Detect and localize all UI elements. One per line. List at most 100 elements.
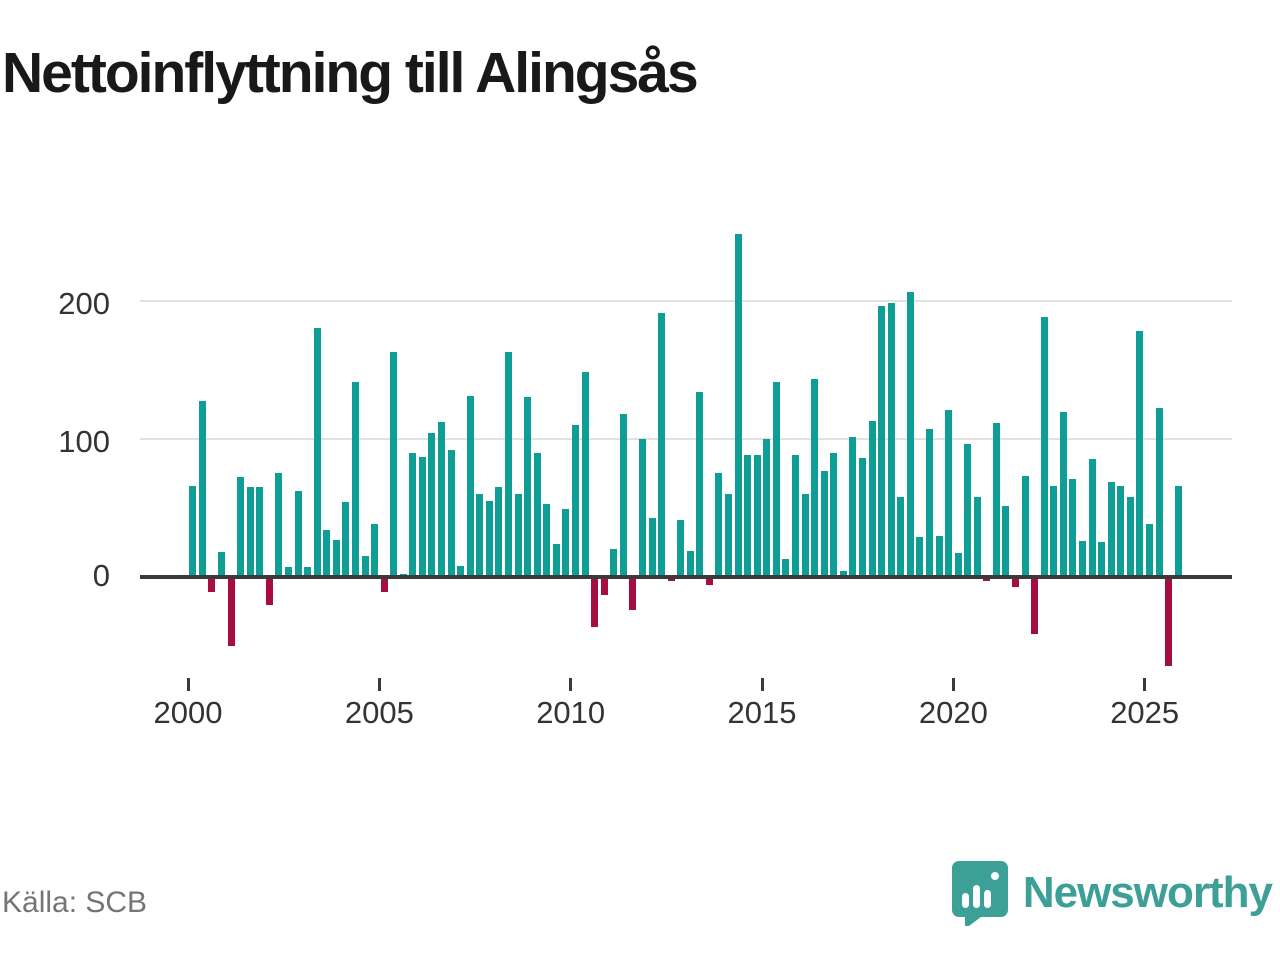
bar-positive [916, 536, 924, 577]
bar-negative [265, 577, 273, 605]
x-axis-tick [186, 678, 190, 691]
bar-positive [237, 477, 245, 577]
bar-negative [591, 577, 599, 627]
brand-logo: Newsworthy [951, 860, 1273, 926]
gridline [140, 437, 1232, 440]
bar-positive [476, 494, 484, 577]
bar-positive [925, 429, 933, 577]
bar-positive [361, 556, 369, 577]
bar-positive [371, 524, 379, 577]
bar-positive [772, 381, 780, 577]
bar-positive [992, 423, 1000, 577]
bar-positive [610, 549, 618, 577]
bar-negative [629, 577, 637, 611]
bar-positive [906, 292, 914, 577]
bar-positive [782, 559, 790, 577]
chart-title: Nettoinflyttning till Alingsås [2, 41, 699, 105]
bar-positive [543, 503, 551, 577]
bar-positive [275, 473, 283, 577]
bar-negative [667, 577, 675, 582]
bar-positive [323, 529, 331, 577]
bar-positive [246, 487, 254, 577]
x-axis-tick [569, 678, 573, 691]
bar-positive [763, 438, 771, 577]
bar-positive [725, 494, 733, 577]
bar-negative [1165, 577, 1173, 666]
bar-positive [1002, 506, 1010, 577]
bar-positive [418, 456, 426, 577]
x-tick-label: 2010 [536, 695, 606, 730]
bar-positive [1059, 412, 1067, 577]
bar-positive [820, 470, 828, 577]
x-tick-label: 2025 [1110, 695, 1180, 730]
bar-positive [858, 458, 866, 577]
x-axis-tick [951, 678, 955, 691]
bar-positive [1136, 330, 1144, 577]
bar-positive [514, 494, 522, 577]
bar-positive [868, 420, 876, 577]
bar-positive [935, 535, 943, 577]
bar-positive [1107, 481, 1115, 577]
bar-positive [1040, 316, 1048, 577]
bar-positive [533, 452, 541, 577]
bar-positive [954, 553, 962, 577]
bar-positive [524, 397, 532, 577]
bar-positive [390, 351, 398, 577]
bar-positive [505, 351, 512, 577]
x-tick-label: 2000 [153, 695, 223, 730]
bar-positive [964, 444, 972, 577]
zero-axis-line [140, 575, 1232, 579]
bar-positive [686, 550, 694, 577]
x-axis-tick [760, 678, 764, 691]
bar-positive [409, 452, 417, 577]
bar-positive [887, 303, 895, 577]
bar-positive [792, 455, 799, 577]
x-tick-label: 2020 [918, 695, 988, 730]
bar-positive [897, 496, 905, 577]
bar-positive [839, 571, 847, 577]
bar-positive [744, 455, 752, 577]
bar-positive [658, 312, 666, 577]
bar-positive [457, 565, 465, 577]
bar-positive [734, 234, 742, 577]
bar-negative [208, 577, 216, 593]
bar-positive [1069, 478, 1077, 577]
bar-negative [1012, 577, 1020, 587]
bar-positive [1126, 496, 1134, 577]
bar-positive [1174, 485, 1182, 577]
bar-positive [945, 409, 953, 577]
bar-positive [1021, 476, 1029, 577]
bar-positive [638, 438, 646, 577]
bar-positive [342, 502, 350, 577]
bar-positive [218, 552, 225, 577]
bar-positive [849, 437, 857, 577]
bar-positive [619, 413, 627, 577]
bar-positive [1088, 459, 1096, 577]
bar-positive [428, 433, 436, 577]
bar-positive [466, 395, 474, 577]
bar-positive [485, 500, 493, 577]
bar-positive [495, 487, 503, 577]
bar-positive [1098, 542, 1106, 577]
bar-positive [581, 372, 589, 577]
bar-positive [552, 543, 560, 577]
bar-positive [1117, 485, 1125, 577]
bar-positive [1079, 541, 1086, 577]
source-label: Källa: SCB [2, 886, 148, 919]
bar-positive [1050, 485, 1058, 577]
bar-positive [753, 455, 761, 577]
bar-positive [438, 422, 446, 577]
bar-positive [562, 509, 570, 577]
x-axis-tick [377, 678, 381, 691]
bar-positive [973, 496, 981, 577]
bar-positive [294, 491, 302, 577]
bar-positive [648, 517, 656, 577]
bar-positive [1155, 408, 1163, 577]
bar-positive [677, 520, 685, 577]
bar-negative [1031, 577, 1039, 634]
bar-positive [332, 539, 340, 577]
bar-positive [811, 379, 819, 577]
bar-negative [983, 577, 991, 582]
